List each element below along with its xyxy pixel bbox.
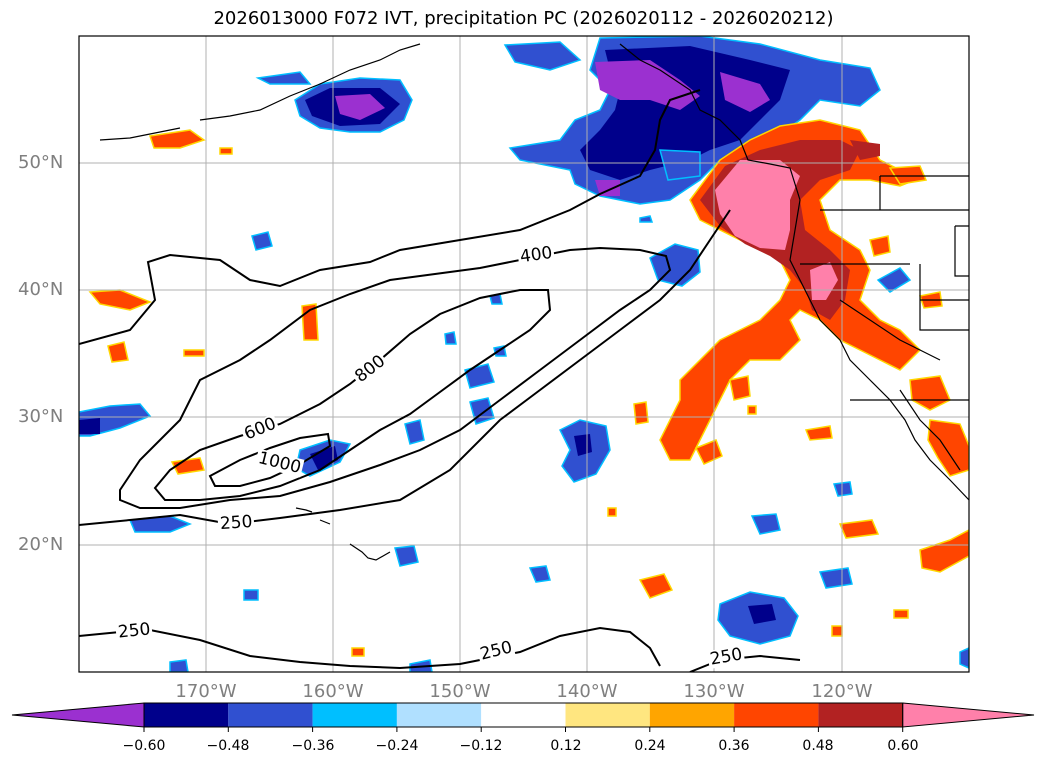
contour-label-250-b: 250 xyxy=(115,619,154,643)
colorbar-tick-label: 0.24 xyxy=(634,738,666,754)
lon-label-170w: 170°W xyxy=(175,681,237,702)
negative-precip-shading xyxy=(79,36,969,672)
contour-label-250-a: 250 xyxy=(217,511,256,535)
colorbar-segment-0 xyxy=(11,702,145,728)
lon-label-130w: 130°W xyxy=(683,681,745,702)
lon-label-160w: 160°W xyxy=(302,681,364,702)
colorbar-tick-label: −0.48 xyxy=(206,738,250,754)
colorbar-segment-4 xyxy=(396,703,482,727)
colorbar-tick-label: 0.36 xyxy=(718,738,750,754)
colorbar-segment-5 xyxy=(481,703,566,727)
colorbar-segment-10 xyxy=(902,702,1035,728)
colorbar-segment-6 xyxy=(565,703,650,727)
contour-label-400: 400 xyxy=(516,242,556,268)
colorbar-tick-label: −0.60 xyxy=(122,738,166,754)
colorbar-segment-7 xyxy=(649,703,735,727)
graticule xyxy=(79,36,969,672)
colorbar-segment-1 xyxy=(144,703,229,727)
colorbar-tick-label: 0.48 xyxy=(802,738,834,754)
map-frame xyxy=(78,35,970,673)
map-title: 2026013000 F072 IVT, precipitation PC (2… xyxy=(213,8,834,29)
colorbar-tick-label: −0.12 xyxy=(459,738,503,754)
colorbar-segment-3 xyxy=(312,703,397,727)
lat-label-40n: 40°N xyxy=(18,279,64,300)
lon-label-150w: 150°W xyxy=(429,681,491,702)
colorbar-tick-label: −0.36 xyxy=(291,738,335,754)
colorbar-segment-8 xyxy=(734,703,819,727)
colorbar xyxy=(11,702,1035,732)
colorbar-tick-label: 0.12 xyxy=(550,738,582,754)
colorbar-segment-9 xyxy=(818,703,903,727)
coastlines xyxy=(99,43,969,561)
lon-label-140w: 140°W xyxy=(556,681,618,702)
colorbar-segment-2 xyxy=(228,703,313,727)
colorbar-tick-label: −0.24 xyxy=(375,738,419,754)
ivt-contours xyxy=(79,89,801,672)
lat-label-20n: 20°N xyxy=(18,534,64,555)
lat-label-50n: 50°N xyxy=(18,152,64,173)
lat-label-30n: 30°N xyxy=(18,406,64,427)
colorbar-tick-label: 0.60 xyxy=(887,738,919,754)
lon-label-120w: 120°W xyxy=(811,681,873,702)
